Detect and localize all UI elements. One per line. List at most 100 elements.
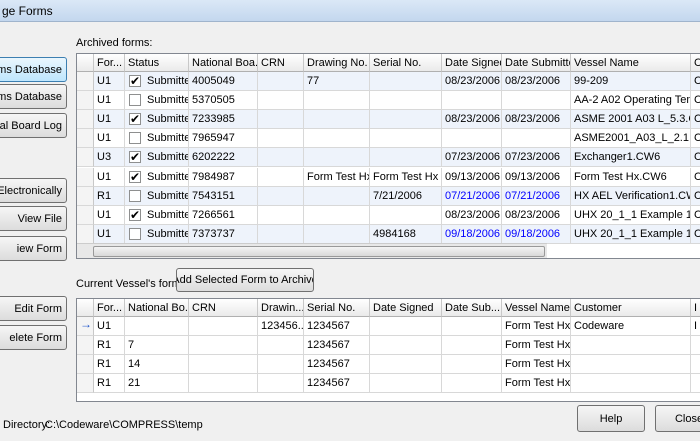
- cell: UHX 20_1_1 Example 1 20...: [571, 224, 691, 244]
- checkbox[interactable]: ✔: [129, 75, 141, 87]
- cell: Form Test Hx: [502, 374, 571, 393]
- cell: [258, 110, 304, 130]
- row-header-corner: [77, 299, 94, 317]
- cell: Submitted: [125, 167, 189, 187]
- side-button[interactable]: elete Form: [0, 325, 67, 350]
- cell: [571, 374, 691, 393]
- cell: 09/18/2006: [442, 224, 502, 244]
- cell: Submitted: [125, 72, 189, 91]
- cell: [258, 336, 304, 355]
- checkbox[interactable]: ✔: [129, 151, 141, 164]
- side-button[interactable]: View File: [0, 206, 67, 231]
- column-header: Drawin...: [258, 299, 304, 317]
- checkbox[interactable]: [129, 94, 141, 107]
- directory-label: Directory:: [3, 419, 51, 431]
- cell: R1: [94, 336, 125, 355]
- cell: [189, 374, 258, 393]
- cell: 07/21/2006: [442, 186, 502, 206]
- row-header: [77, 355, 94, 374]
- cell: U1: [94, 110, 125, 130]
- side-button[interactable]: Electronically: [0, 178, 67, 203]
- column-header: CRN: [258, 54, 304, 72]
- side-button[interactable]: orms Database: [0, 57, 67, 82]
- cell: I: [691, 317, 700, 336]
- cell: 7266561: [189, 205, 258, 225]
- cell: 7/21/2006: [370, 186, 442, 206]
- row-header: [77, 72, 94, 92]
- cell: Form Test Hx: [502, 317, 571, 336]
- column-header: National Bo...: [125, 299, 189, 317]
- cell: R1: [94, 355, 125, 374]
- cell: [189, 355, 258, 374]
- checkbox[interactable]: [129, 227, 141, 240]
- cell: 21: [125, 374, 189, 393]
- cell: 09/13/2006: [442, 167, 502, 187]
- column-header: CRN: [189, 299, 258, 317]
- cell: Codeware: [571, 317, 691, 336]
- grid: For... Status National Boa... CRN Drawing No…: [76, 53, 700, 259]
- cell: [370, 317, 442, 336]
- cell: Submitted: [125, 91, 189, 111]
- grid: For... National Bo... CRN Drawin... Serial N…: [76, 298, 700, 402]
- cell: 14: [125, 355, 189, 374]
- column-header: For...: [94, 299, 125, 317]
- side-button[interactable]: Edit Form: [0, 296, 67, 321]
- column-header: Status: [125, 54, 189, 72]
- cell: 99-209: [571, 72, 691, 91]
- cell: C: [691, 205, 700, 225]
- grid-label: Current Vessel's forms:: [76, 278, 190, 290]
- cell: 08/23/2006: [442, 205, 502, 225]
- cell: [258, 72, 304, 91]
- cell: [370, 336, 442, 355]
- checkbox[interactable]: [129, 132, 141, 145]
- column-header: Vessel Name: [571, 54, 691, 72]
- checkbox[interactable]: ✔: [129, 113, 141, 126]
- cell: [442, 129, 502, 149]
- cell: U1: [94, 205, 125, 225]
- cell: [370, 374, 442, 393]
- cell: 6202222: [189, 148, 258, 168]
- cell: [370, 205, 442, 225]
- cell: [258, 374, 304, 393]
- cell: R1: [94, 186, 125, 206]
- scroll-thumb: [93, 246, 545, 257]
- grid-label: Archived forms:: [76, 37, 153, 49]
- cell: [304, 148, 370, 168]
- cell: [442, 336, 502, 355]
- cell: [258, 355, 304, 374]
- directory-path: C:\Codeware\COMPRESS\temp: [45, 419, 203, 431]
- checkbox[interactable]: [129, 189, 141, 202]
- checkbox[interactable]: ✔: [129, 208, 141, 221]
- row-header: →: [77, 317, 94, 336]
- cell: Form Test Hx: [502, 355, 571, 374]
- cell: Form Test Hx: [502, 336, 571, 355]
- cell: [502, 91, 571, 111]
- cell: [370, 72, 442, 91]
- cell: 4005049: [189, 72, 258, 91]
- row-header: [77, 91, 94, 111]
- cell: 7233985: [189, 110, 258, 130]
- side-button[interactable]: orms Database: [0, 84, 67, 109]
- column-header: Customer: [571, 299, 691, 317]
- cell: U1: [94, 91, 125, 111]
- cell: 07/23/2006: [442, 148, 502, 168]
- cell: [304, 129, 370, 149]
- help-button[interactable]: Help: [577, 405, 645, 432]
- cell: 08/23/2006: [442, 72, 502, 91]
- cell: 07/23/2006: [502, 148, 571, 168]
- cell: C: [691, 224, 700, 244]
- checkbox[interactable]: ✔: [129, 170, 141, 183]
- row-header-corner: [77, 54, 94, 72]
- row-header: [77, 374, 94, 393]
- cell: Submitted: [125, 186, 189, 206]
- cell: [125, 317, 189, 336]
- cell: [442, 317, 502, 336]
- close-button[interactable]: Close: [655, 405, 700, 432]
- add-button[interactable]: Add Selected Form to Archive: [176, 268, 314, 292]
- column-header: National Boa...: [189, 54, 258, 72]
- cell: C: [691, 148, 700, 168]
- side-button[interactable]: nal Board Log: [0, 113, 67, 138]
- side-button[interactable]: iew Form: [0, 236, 67, 261]
- cell: [304, 205, 370, 225]
- cell: [370, 110, 442, 130]
